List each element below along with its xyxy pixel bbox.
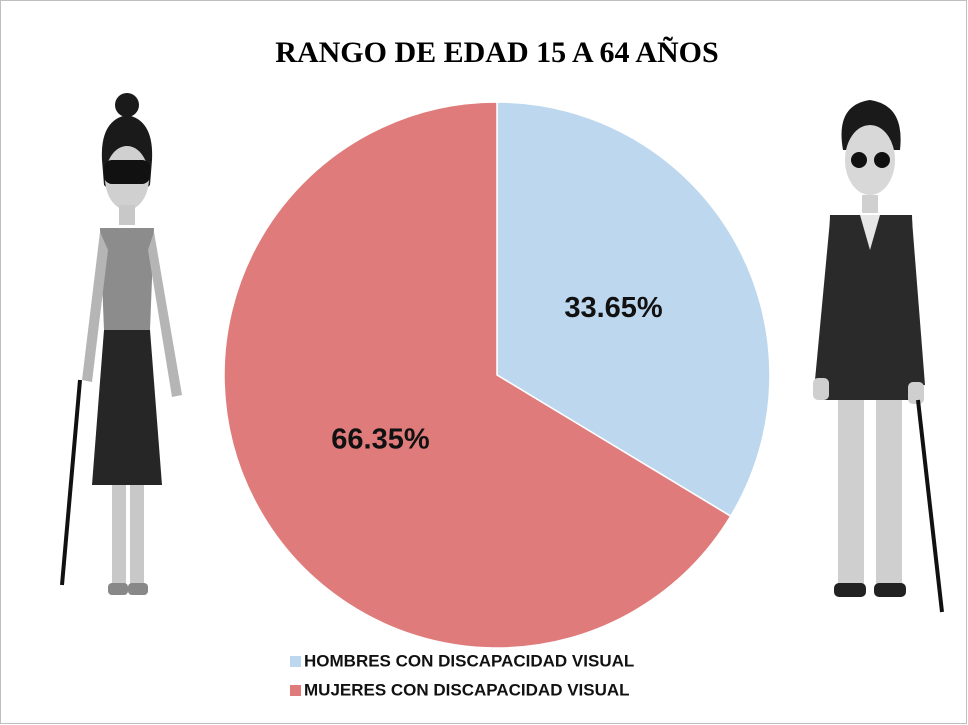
- pie-slice: [496, 101, 771, 518]
- legend-swatch: [290, 685, 301, 696]
- man-illustration: [813, 100, 944, 613]
- legend-label: HOMBRES CON DISCAPACIDAD VISUAL: [304, 651, 634, 670]
- woman-illustration: [60, 93, 182, 595]
- data-label: 33.65%: [564, 292, 663, 324]
- chart-title: RANGO DE EDAD 15 A 64 AÑOS: [275, 36, 718, 69]
- data-label: 66.35%: [331, 423, 430, 455]
- pie-slice: [223, 101, 732, 649]
- legend-label: MUJERES CON DISCAPACIDAD VISUAL: [304, 680, 630, 699]
- legend-swatch: [290, 656, 301, 667]
